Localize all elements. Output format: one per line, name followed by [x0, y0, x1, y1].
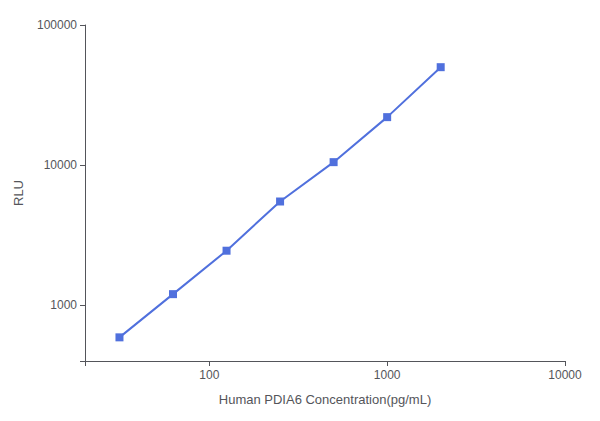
svg-text:10000: 10000 — [44, 158, 78, 172]
svg-text:RLU: RLU — [11, 180, 26, 206]
svg-text:Human PDIA6 Concentration(pg/m: Human PDIA6 Concentration(pg/mL) — [219, 392, 431, 407]
svg-text:1000: 1000 — [374, 368, 401, 382]
svg-text:1000: 1000 — [50, 298, 77, 312]
svg-text:100000: 100000 — [37, 18, 77, 32]
svg-text:100: 100 — [199, 368, 219, 382]
svg-text:10000: 10000 — [548, 368, 582, 382]
